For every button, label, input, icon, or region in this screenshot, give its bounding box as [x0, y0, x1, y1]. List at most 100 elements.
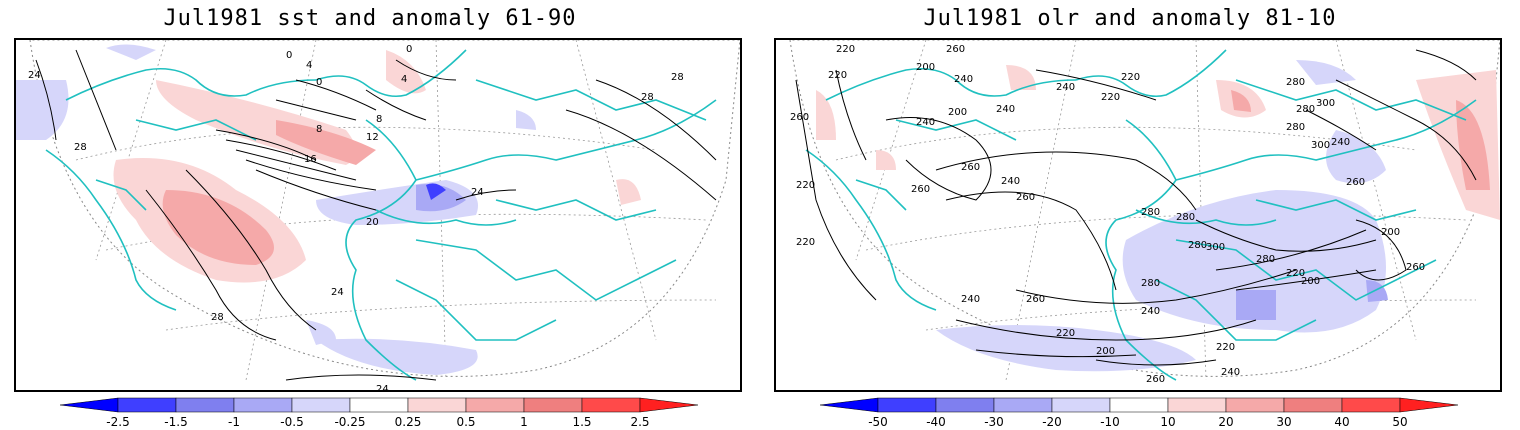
contour-label: 24 [376, 384, 389, 390]
contour-label: 240 [954, 74, 973, 85]
contour-label: 0 [286, 50, 292, 61]
colorbar-bin [993, 397, 1053, 413]
contour-label: 220 [836, 44, 855, 55]
contour-label: 280 [1286, 122, 1305, 133]
olr-contours [795, 49, 1477, 366]
colorbar-label: -2.5 [106, 415, 130, 429]
colorbar-bin [465, 397, 525, 413]
contour-label: 12 [366, 132, 379, 143]
colorbar-label: 50 [1392, 415, 1408, 429]
contour-label: 20 [366, 217, 379, 228]
olr-colorbar [819, 397, 1460, 413]
contour-label: 260 [1406, 262, 1425, 273]
sst-coastlines [45, 49, 717, 381]
colorbar-bin [117, 397, 177, 413]
colorbar-label: 20 [1218, 415, 1234, 429]
colorbar-label: -30 [984, 415, 1004, 429]
colorbar-bin [877, 397, 937, 413]
colorbar-bin [175, 397, 235, 413]
olr-panel: Jul1981 olr and anomaly 81-10 [760, 0, 1502, 430]
colorbar-bin [1051, 397, 1111, 413]
sst-panel: Jul1981 sst and anomaly 61-90 [0, 0, 742, 430]
colorbar-bin [349, 397, 409, 413]
contour-label: 24 [471, 187, 484, 198]
contour-label: 240 [1141, 306, 1160, 317]
colorbar-bin [291, 397, 351, 413]
olr-colorbar-labels: -50 -40 -30 -20 -10 10 20 30 40 50 [760, 415, 1500, 429]
colorbar-label: -1.5 [164, 415, 188, 429]
sst-map-svg: 24 28 28 28 0 4 0 4 0 8 8 12 16 20 24 24… [16, 40, 740, 390]
sst-colorbar-svg [59, 397, 699, 413]
contour-label: 260 [961, 162, 980, 173]
colorbar-label: -1 [228, 415, 240, 429]
colorbar-bin [233, 397, 293, 413]
contour-label: 8 [316, 124, 322, 135]
contour-label: 240 [1056, 82, 1075, 93]
colorbar-bin [581, 397, 641, 413]
colorbar-bin [1399, 397, 1459, 413]
colorbar-label: -0.25 [334, 415, 366, 429]
contour-label: 28 [641, 92, 654, 103]
contour-label: 260 [911, 184, 930, 195]
colorbar-bin [1341, 397, 1401, 413]
colorbar-bin [1225, 397, 1285, 413]
contour-label: 16 [304, 154, 317, 165]
contour-label: 220 [1286, 268, 1305, 279]
colorbar-label: 0.5 [456, 415, 476, 429]
contour-label: 240 [916, 117, 935, 128]
contour-label: 240 [1331, 137, 1350, 148]
sst-contour-labels: 24 28 28 28 0 4 0 4 0 8 8 12 16 20 24 24… [28, 44, 684, 390]
colorbar-label: -0.5 [280, 415, 304, 429]
contour-label: 24 [331, 287, 344, 298]
contour-label: 220 [1121, 72, 1140, 83]
contour-label: 200 [1301, 276, 1320, 287]
colorbar-label: 40 [1334, 415, 1350, 429]
contour-label: 200 [1096, 346, 1115, 357]
contour-label: 280 [1176, 212, 1195, 223]
colorbar-label: 1.5 [572, 415, 592, 429]
contour-label: 220 [1056, 328, 1075, 339]
contour-label: 260 [946, 44, 965, 55]
contour-label: 280 [1256, 254, 1275, 265]
contour-label: 260 [1016, 192, 1035, 203]
contour-label: 280 [1141, 278, 1160, 289]
contour-label: 4 [306, 60, 312, 71]
contour-label: 240 [1001, 176, 1020, 187]
contour-label: 28 [211, 312, 224, 323]
contour-label: 28 [74, 142, 87, 153]
sst-map: 24 28 28 28 0 4 0 4 0 8 8 12 16 20 24 24… [14, 38, 742, 392]
contour-label: 260 [1026, 294, 1045, 305]
contour-label: 280 [1188, 240, 1207, 251]
contour-label: 220 [796, 180, 815, 191]
sst-panel-title: Jul1981 sst and anomaly 61-90 [163, 6, 577, 31]
olr-map: 220 260 220 240 200 200 260 240 240 240 … [774, 38, 1502, 392]
contour-label: 220 [1216, 342, 1235, 353]
colorbar-label: -10 [1100, 415, 1120, 429]
colorbar-bin [1109, 397, 1169, 413]
colorbar-bin [523, 397, 583, 413]
contour-label: 220 [828, 70, 847, 81]
contour-label: 260 [790, 112, 809, 123]
colorbar-bin [59, 397, 119, 413]
contour-label: 280 [1296, 104, 1315, 115]
olr-contour-labels: 220 260 220 240 200 200 260 240 240 240 … [790, 44, 1425, 385]
sst-anomaly-shading [16, 44, 641, 375]
sst-colorbar-labels: -2.5 -1.5 -1 -0.5 -0.25 0.25 0.5 1 1.5 2… [0, 415, 740, 429]
contour-label: 200 [1381, 227, 1400, 238]
contour-label: 300 [1206, 242, 1225, 253]
contour-label: 220 [796, 237, 815, 248]
colorbar-bin [935, 397, 995, 413]
sst-colorbar [59, 397, 700, 413]
colorbar-label: -40 [926, 415, 946, 429]
colorbar-bin [1167, 397, 1227, 413]
contour-label: 300 [1316, 98, 1335, 109]
contour-label: 4 [401, 74, 407, 85]
contour-label: 300 [1311, 140, 1330, 151]
colorbar-bin [1283, 397, 1343, 413]
contour-label: 280 [1141, 207, 1160, 218]
colorbar-bin [639, 397, 699, 413]
contour-label: 260 [1346, 177, 1365, 188]
olr-coastlines [805, 49, 1477, 381]
colorbar-label: 1 [520, 415, 528, 429]
colorbar-label: -20 [1042, 415, 1062, 429]
